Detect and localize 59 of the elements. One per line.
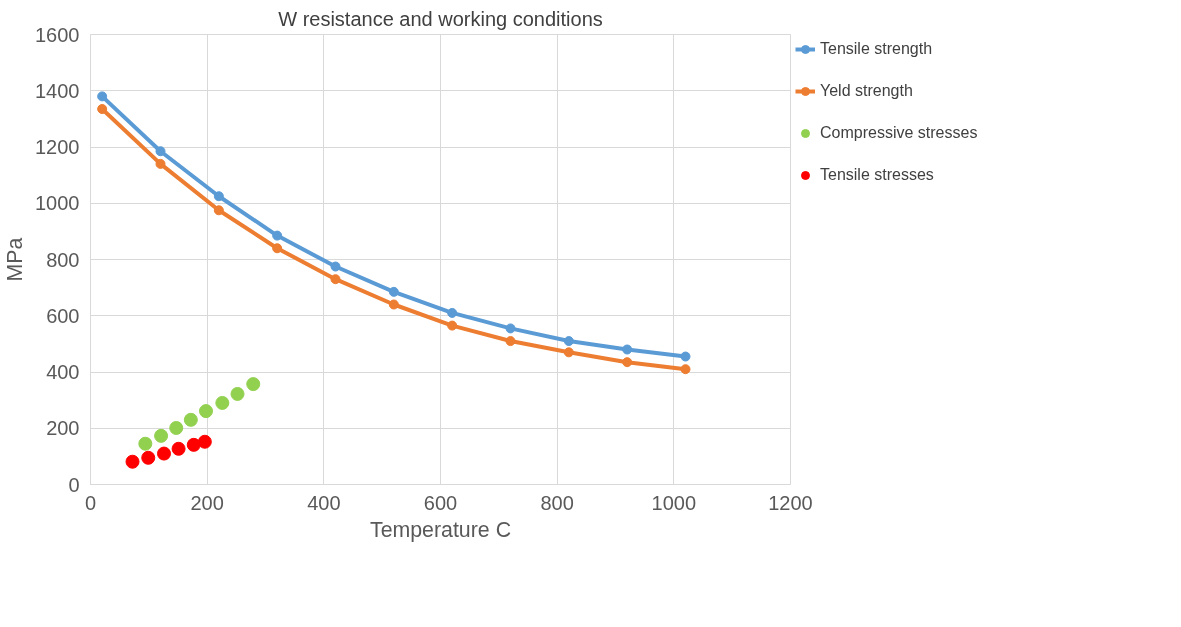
- point: [330, 274, 341, 285]
- point: [680, 351, 691, 362]
- point: [141, 450, 156, 465]
- y-tick-label: 800: [46, 248, 80, 271]
- y-tick-label: 0: [68, 473, 80, 496]
- point: [186, 437, 201, 452]
- point: [505, 323, 516, 334]
- point: [272, 230, 283, 241]
- x-tick-label: 0: [84, 491, 97, 514]
- point: [157, 446, 171, 461]
- point: [138, 436, 153, 451]
- x-tick-label: 800: [540, 491, 574, 514]
- y-tick-label: 1600: [35, 23, 80, 46]
- point: [171, 441, 186, 456]
- point: [155, 158, 166, 169]
- point: [215, 395, 230, 410]
- y-axis-title: MPa: [3, 237, 28, 282]
- point: [197, 434, 212, 449]
- point: [246, 377, 261, 392]
- point: [680, 364, 691, 375]
- legend-label: Tensile stresses: [820, 166, 934, 184]
- x-tick-label: 600: [423, 491, 458, 514]
- point: [97, 104, 108, 115]
- point: [447, 307, 458, 318]
- x-tick-label: 1200: [768, 491, 813, 514]
- chart-title: W resistance and working conditions: [278, 7, 603, 30]
- point: [155, 146, 166, 157]
- point: [213, 191, 224, 202]
- legend-label: Compressive stresses: [820, 124, 978, 142]
- point: [125, 454, 140, 469]
- y-tick-label: 1400: [35, 79, 80, 102]
- point: [154, 428, 169, 443]
- y-tick-label: 600: [46, 304, 80, 327]
- point: [563, 336, 574, 347]
- legend-label: Tensile strength: [820, 40, 933, 58]
- point: [230, 386, 245, 401]
- point: [388, 299, 399, 310]
- point: [330, 261, 341, 272]
- point: [388, 286, 399, 297]
- x-tick-label: 200: [190, 491, 224, 514]
- y-tick-label: 200: [46, 417, 80, 440]
- point: [447, 320, 458, 331]
- point: [563, 347, 574, 358]
- y-tick-label: 1200: [35, 136, 80, 158]
- legend-label: Yeld strength: [820, 82, 913, 100]
- y-tick-label: 1000: [35, 192, 80, 215]
- point: [183, 412, 198, 427]
- point: [169, 420, 184, 435]
- point: [505, 336, 516, 347]
- x-tick-label: 400: [307, 491, 341, 514]
- point: [97, 91, 108, 102]
- point: [622, 344, 633, 355]
- point: [622, 357, 633, 368]
- point: [272, 243, 283, 254]
- x-axis-title: Temperature C: [369, 517, 512, 542]
- point: [213, 205, 224, 216]
- y-tick-label: 400: [46, 361, 80, 383]
- x-tick-label: 1000: [651, 491, 697, 514]
- point: [199, 404, 213, 419]
